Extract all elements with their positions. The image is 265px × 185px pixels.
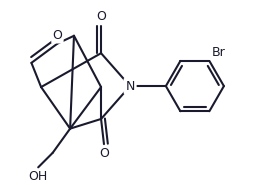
- Text: O: O: [52, 29, 62, 42]
- Text: N: N: [125, 80, 135, 92]
- Text: Br: Br: [211, 46, 225, 59]
- Text: O: O: [96, 10, 106, 23]
- Text: O: O: [99, 147, 109, 160]
- Text: OH: OH: [29, 170, 48, 183]
